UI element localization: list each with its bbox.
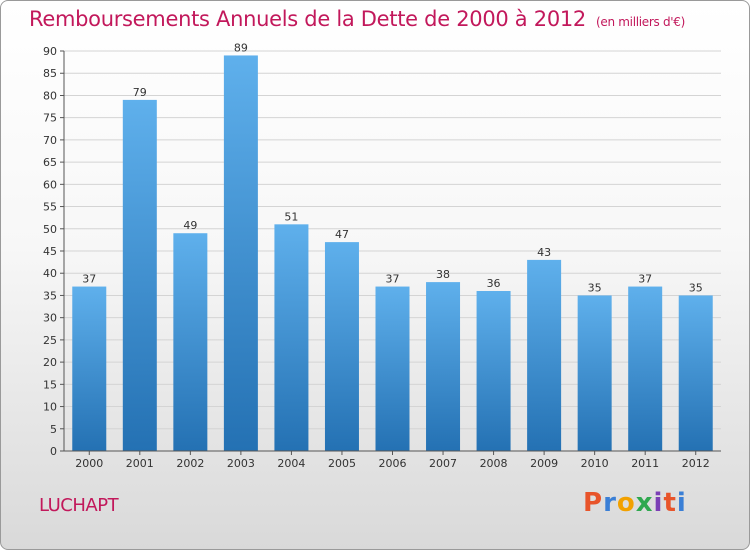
x-tick-label-2010: 2010 (581, 457, 609, 470)
y-tick-label: 40 (43, 267, 57, 280)
data-label-2008: 36 (487, 277, 501, 290)
logo-letter: x (635, 488, 654, 518)
bar-2004 (274, 224, 309, 451)
y-tick-label: 25 (43, 334, 57, 347)
y-tick-label: 20 (43, 356, 57, 369)
data-label-2000: 37 (82, 273, 96, 286)
x-tick-label-2001: 2001 (126, 457, 154, 470)
commune-name: LUCHAPT (39, 495, 119, 516)
data-label-2002: 49 (183, 219, 197, 232)
y-tick-label: 5 (50, 423, 57, 436)
data-label-2005: 47 (335, 228, 349, 241)
logo-letter: P (583, 488, 604, 518)
bar-2009 (527, 259, 562, 451)
bars: 37 79 49 89 51 47 37 38 36 43 35 37 35 (72, 41, 713, 451)
proxiti-logo[interactable]: Proxiti (583, 488, 687, 518)
data-label-2001: 79 (133, 86, 147, 99)
x-tick-label-2004: 2004 (277, 457, 305, 470)
logo-letter: r (603, 488, 617, 518)
y-tick-label: 10 (43, 401, 57, 414)
x-tick-label-2012: 2012 (682, 457, 710, 470)
y-tick-label: 30 (43, 312, 57, 325)
y-tick-label: 45 (43, 245, 57, 258)
bar-2002 (173, 233, 208, 451)
y-tick-label: 90 (43, 45, 57, 58)
y-tick-label: 0 (50, 445, 57, 458)
bar-2012 (678, 295, 713, 451)
x-tick-label-2009: 2009 (530, 457, 558, 470)
bar-2010 (577, 295, 612, 451)
bar-2011 (628, 286, 663, 451)
data-label-2003: 89 (234, 41, 248, 54)
data-label-2004: 51 (284, 210, 298, 223)
bar-2000 (72, 286, 107, 451)
logo-letter: t (663, 488, 677, 518)
data-label-2011: 37 (638, 273, 652, 286)
y-tick-label: 15 (43, 378, 57, 391)
y-tick-label: 80 (43, 89, 57, 102)
chart-unit: (en milliers d'€) (596, 15, 686, 29)
x-tick-label-2003: 2003 (227, 457, 255, 470)
chart-title: Remboursements Annuels de la Dette de 20… (29, 7, 685, 31)
y-tick-label: 75 (43, 112, 57, 125)
logo-letter: o (616, 488, 636, 518)
y-tick-label: 55 (43, 201, 57, 214)
x-tick-label-2002: 2002 (176, 457, 204, 470)
x-tick-label-2005: 2005 (328, 457, 356, 470)
y-tick-label: 50 (43, 223, 57, 236)
x-tick-label-2006: 2006 (379, 457, 407, 470)
x-tick-label-2000: 2000 (75, 457, 103, 470)
data-label-2006: 37 (386, 273, 400, 286)
y-tick-label: 35 (43, 289, 57, 302)
bar-2003 (223, 55, 258, 451)
y-tick-label: 70 (43, 134, 57, 147)
data-label-2007: 38 (436, 268, 450, 281)
y-tick-label: 65 (43, 156, 57, 169)
data-label-2010: 35 (588, 281, 602, 294)
x-tick-label-2007: 2007 (429, 457, 457, 470)
data-label-2009: 43 (537, 246, 551, 259)
bar-2006 (375, 286, 410, 451)
logo-letter: i (676, 488, 687, 518)
bar-2007 (426, 282, 461, 451)
x-tick-label-2008: 2008 (480, 457, 508, 470)
logo-letter: i (653, 488, 664, 518)
bar-2008 (476, 291, 511, 451)
axes: 0 5 10 15 20 25 30 35 40 45 50 55 60 65 70 75 80 85 90 2000… (43, 45, 721, 470)
bar-2005 (324, 242, 359, 451)
x-tick-label-2011: 2011 (631, 457, 659, 470)
bar-2001 (122, 99, 157, 451)
y-tick-label: 85 (43, 67, 57, 80)
chart-title-text: Remboursements Annuels de la Dette de 20… (29, 7, 586, 31)
y-tick-label: 60 (43, 178, 57, 191)
data-label-2012: 35 (689, 281, 703, 294)
